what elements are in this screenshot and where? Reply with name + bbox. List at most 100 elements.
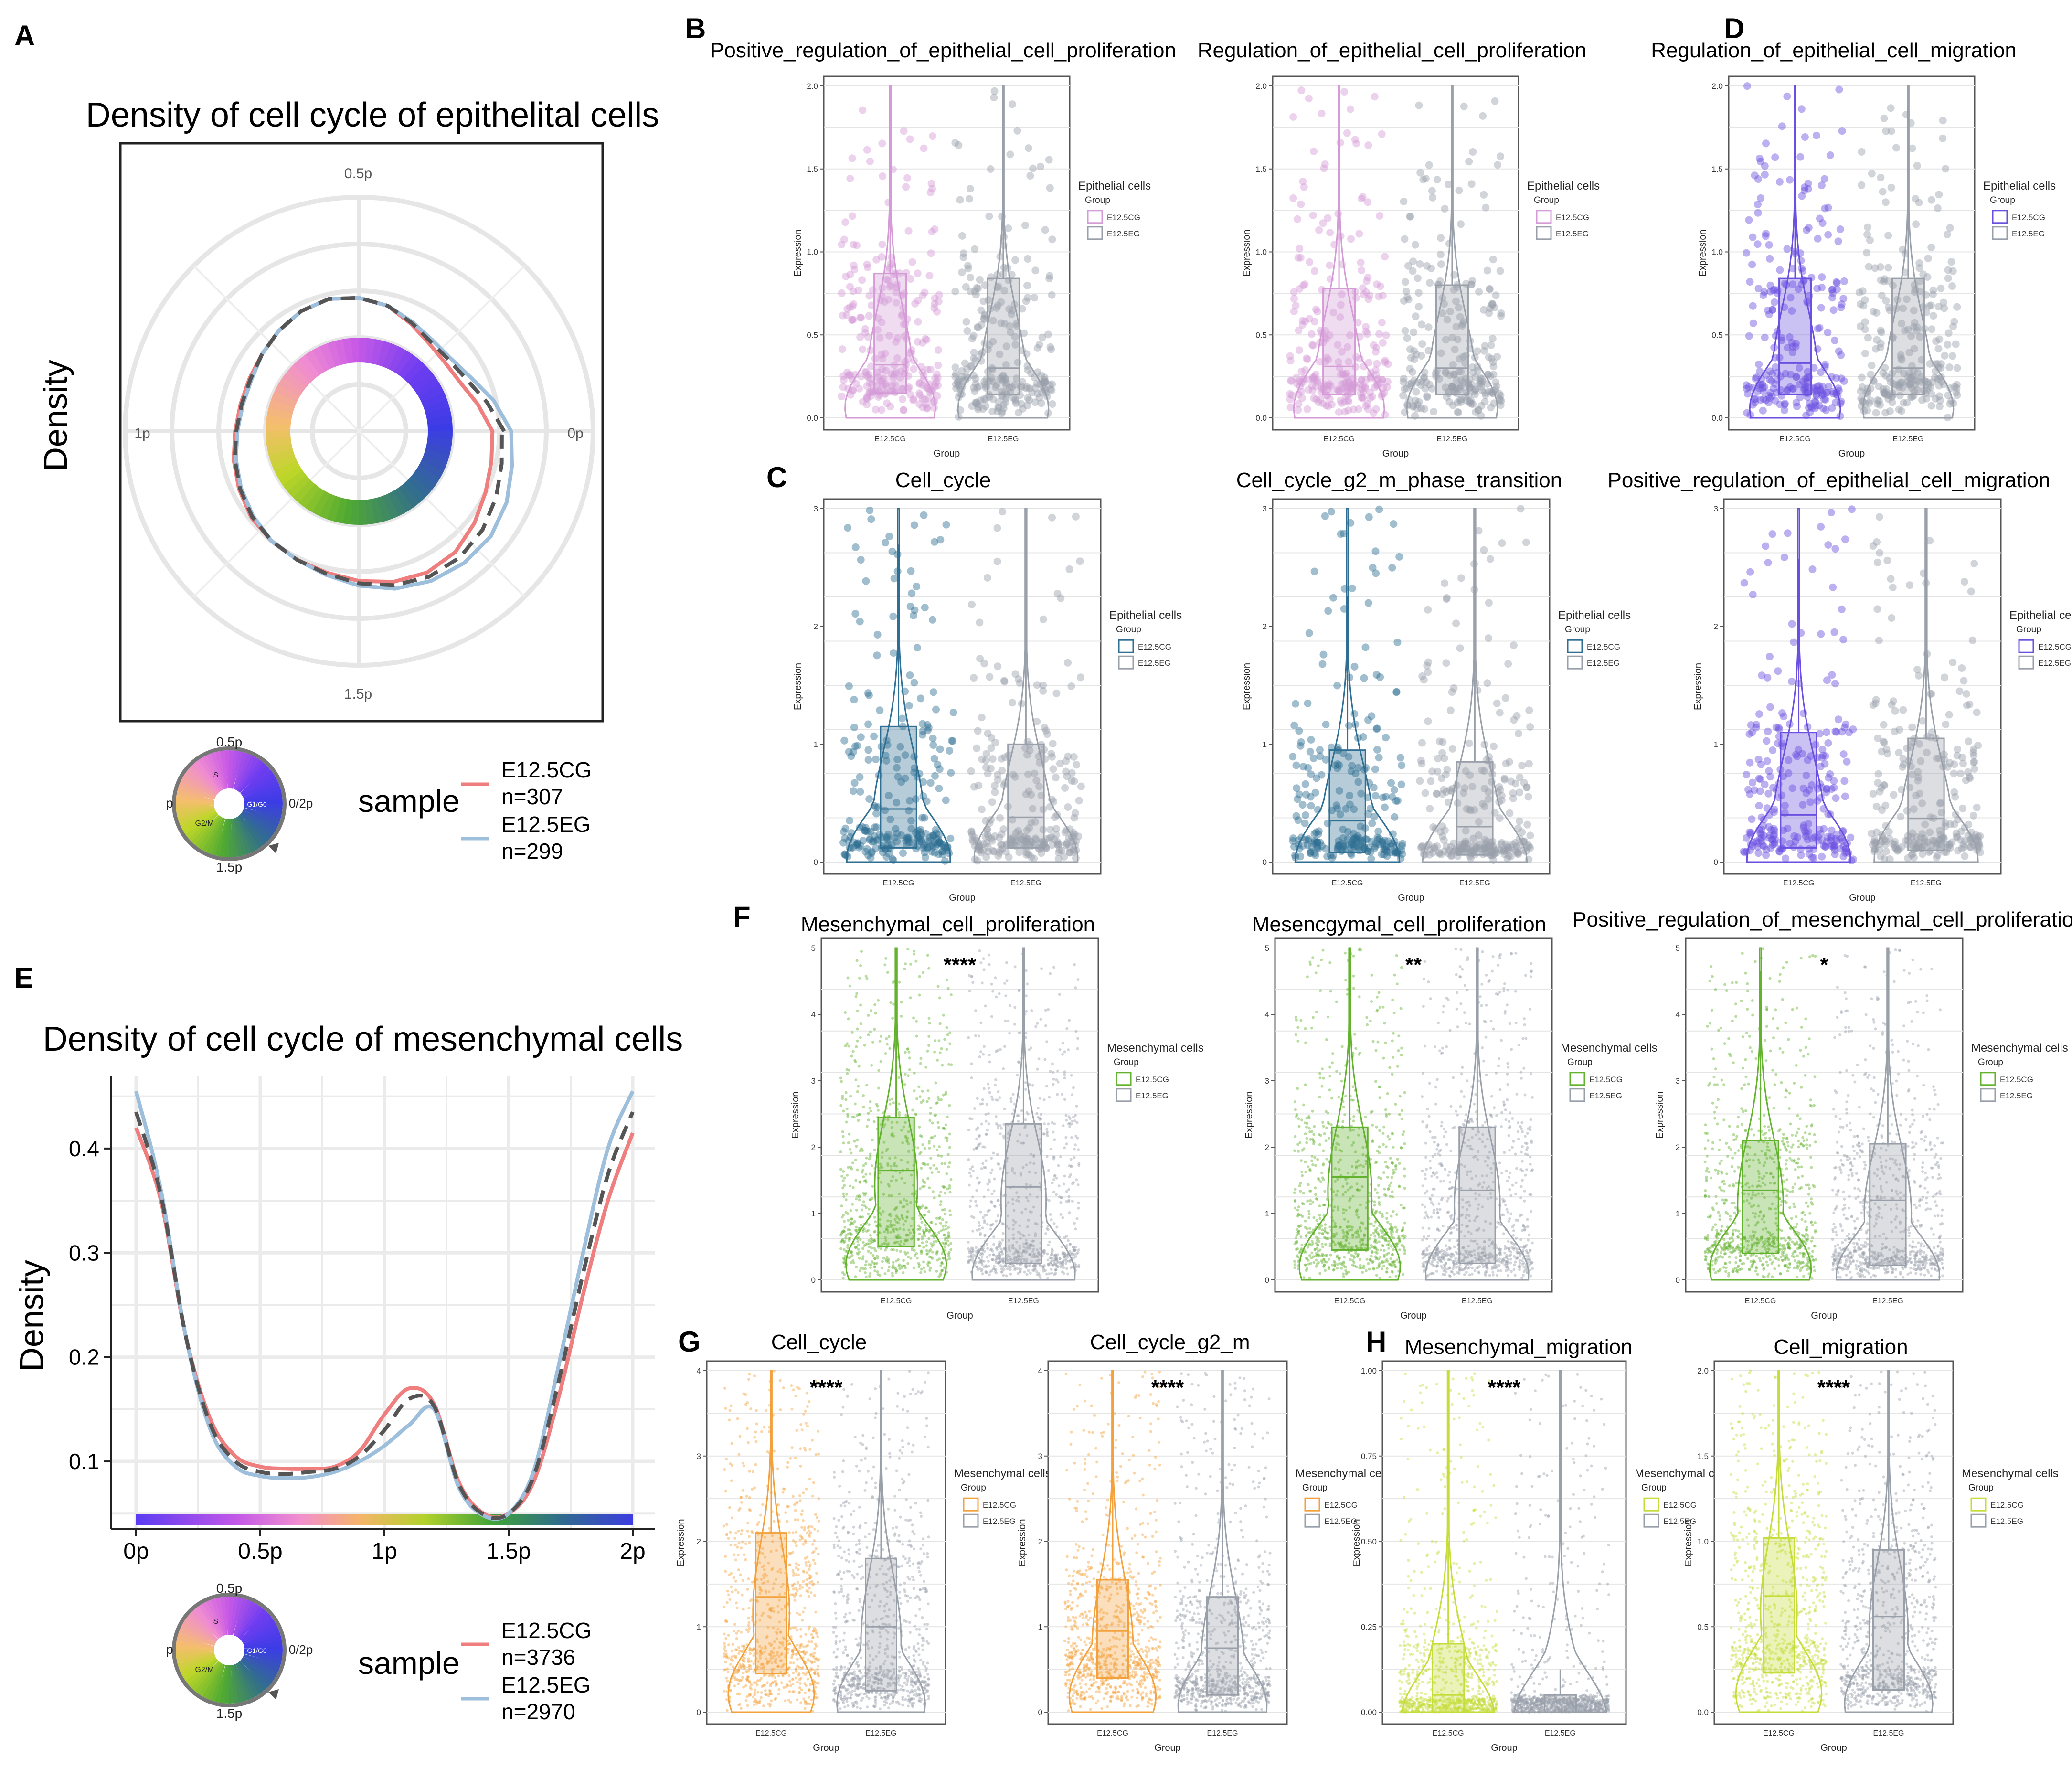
violin-point [856, 1168, 859, 1172]
violin-point [928, 1119, 932, 1122]
cycle-ring-segment [198, 757, 222, 792]
violin-point [919, 1150, 923, 1154]
violin-point [937, 1170, 940, 1173]
violin-point [942, 1013, 945, 1017]
violin-point [1069, 1243, 1072, 1246]
violin-point [898, 1114, 901, 1117]
violin-point [991, 990, 995, 993]
violin-point [936, 1096, 940, 1099]
violin-point [1879, 188, 1887, 196]
violin-point [877, 1069, 881, 1072]
violin-point [850, 724, 858, 732]
violin-point [949, 993, 953, 996]
violin-point [897, 367, 905, 375]
violin-point [991, 739, 999, 746]
violin-point [902, 183, 910, 191]
violin-point [1302, 790, 1310, 799]
violin-point [884, 957, 888, 960]
violin-xtick-label: E12.5EG [1892, 435, 1923, 443]
violin-point [1817, 181, 1826, 190]
violin-point [1371, 366, 1380, 374]
violin-point [864, 1275, 868, 1278]
violin-point [1372, 405, 1380, 413]
violin-point [919, 1057, 923, 1060]
violin-point [925, 1229, 928, 1232]
violin-point [915, 1034, 918, 1038]
violin-point [1423, 661, 1431, 670]
violin-point [1953, 364, 1961, 372]
violin-point [1400, 385, 1408, 393]
violin-point [1898, 407, 1906, 415]
violin-point [1068, 1122, 1071, 1125]
violin-point [1818, 746, 1827, 754]
violin-point [1301, 780, 1309, 788]
violin-point [1473, 347, 1481, 355]
violin-point [1778, 122, 1786, 130]
violin-point [849, 302, 857, 310]
violin-point [1052, 774, 1060, 781]
violin-point [915, 1097, 918, 1100]
violin-point [1872, 345, 1880, 353]
violin-point [865, 312, 873, 320]
violin-point [999, 825, 1008, 833]
violin-point [937, 1154, 940, 1157]
violin-point [914, 1112, 917, 1116]
violin-point [1424, 323, 1433, 331]
violin-point [974, 1200, 978, 1203]
violin-point [1915, 264, 1923, 272]
violin-point [1469, 369, 1477, 376]
violin-point [1429, 193, 1437, 202]
violin-ytick-label: 5 [811, 944, 816, 953]
violin-point [1031, 294, 1039, 302]
violin-point [1889, 840, 1897, 848]
violin-point [902, 1271, 905, 1274]
cycle-ring-segment [268, 399, 295, 414]
violin-point [857, 1243, 860, 1246]
violin-point [1390, 786, 1398, 794]
violin-point [1073, 1156, 1076, 1159]
violin-point [1881, 781, 1889, 789]
cycle-ring-segment [403, 479, 426, 503]
violin-point [995, 995, 998, 999]
cycle-ring-segment [388, 490, 406, 516]
violin-point [841, 1130, 844, 1133]
violin-point [935, 1101, 939, 1105]
violin-point [855, 843, 863, 852]
violin-point [1077, 1265, 1080, 1268]
violin-point [846, 1246, 850, 1249]
violin-point [1954, 745, 1962, 753]
violin-point [864, 1162, 868, 1165]
violin-point [927, 1017, 931, 1020]
violin-point [909, 395, 917, 403]
violin-point [1066, 1272, 1070, 1276]
violin-point [1952, 340, 1960, 348]
panel-label-a: A [14, 20, 35, 52]
violin-point [1448, 745, 1456, 753]
cycle-ring-segment [293, 479, 316, 503]
violin-point [1446, 706, 1455, 714]
cycle-ring-segment [233, 1598, 247, 1636]
violin-point [992, 1265, 996, 1268]
violin-point [1060, 853, 1068, 861]
violin-point [1957, 844, 1966, 852]
panel-label-e: E [14, 962, 33, 994]
violin-point [1915, 199, 1923, 207]
violin-point [918, 339, 926, 347]
violin-point [1347, 235, 1355, 243]
violin-point [1847, 833, 1855, 841]
violin-point [1888, 614, 1896, 622]
panel-a-ylabel: Density [37, 360, 74, 471]
violin-point [1496, 814, 1504, 822]
cycle-ring-segment [232, 818, 244, 857]
violin-point [990, 982, 993, 986]
violin-point [1817, 522, 1825, 531]
violin-point [846, 303, 854, 311]
violin-point [843, 305, 851, 313]
violin-point [838, 289, 846, 297]
violin-point [958, 232, 966, 240]
violin-point [926, 365, 935, 373]
violin-xtick-label: E12.5EG [1911, 879, 1942, 887]
violin-point [918, 975, 921, 978]
violin-point [859, 964, 862, 967]
